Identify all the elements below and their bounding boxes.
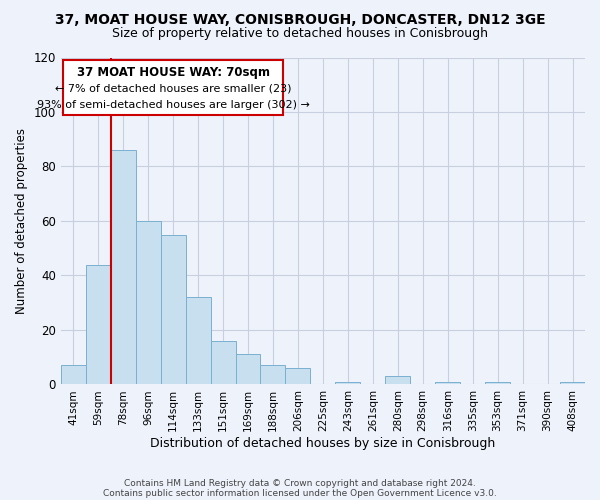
Text: 37 MOAT HOUSE WAY: 70sqm: 37 MOAT HOUSE WAY: 70sqm — [77, 66, 269, 79]
Y-axis label: Number of detached properties: Number of detached properties — [15, 128, 28, 314]
Bar — [86, 264, 111, 384]
Bar — [385, 376, 410, 384]
Bar — [435, 382, 460, 384]
Bar — [286, 368, 310, 384]
Bar — [485, 382, 510, 384]
Bar — [136, 221, 161, 384]
Bar — [161, 234, 185, 384]
Text: Contains HM Land Registry data © Crown copyright and database right 2024.: Contains HM Land Registry data © Crown c… — [124, 478, 476, 488]
Bar — [111, 150, 136, 384]
Text: ← 7% of detached houses are smaller (23): ← 7% of detached houses are smaller (23) — [55, 84, 292, 94]
Text: Size of property relative to detached houses in Conisbrough: Size of property relative to detached ho… — [112, 28, 488, 40]
Text: Contains public sector information licensed under the Open Government Licence v3: Contains public sector information licen… — [103, 488, 497, 498]
Bar — [211, 341, 236, 384]
Bar — [236, 354, 260, 384]
Bar — [260, 366, 286, 384]
Bar — [185, 298, 211, 384]
Text: 93% of semi-detached houses are larger (302) →: 93% of semi-detached houses are larger (… — [37, 100, 310, 110]
Bar — [61, 366, 86, 384]
FancyBboxPatch shape — [63, 60, 283, 114]
Bar — [560, 382, 585, 384]
Bar — [335, 382, 361, 384]
Text: 37, MOAT HOUSE WAY, CONISBROUGH, DONCASTER, DN12 3GE: 37, MOAT HOUSE WAY, CONISBROUGH, DONCAST… — [55, 12, 545, 26]
X-axis label: Distribution of detached houses by size in Conisbrough: Distribution of detached houses by size … — [150, 437, 496, 450]
